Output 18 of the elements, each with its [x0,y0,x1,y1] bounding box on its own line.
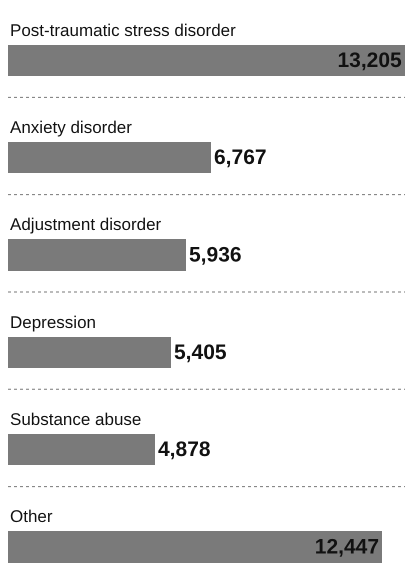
data-label: 5,405 [174,341,227,364]
bar [8,239,186,271]
data-label: 5,936 [189,244,242,266]
data-label: 13,205 [337,49,402,72]
y-tick-label: Adjustment disorder [10,215,162,234]
y-tick-label: Substance abuse [10,410,142,429]
bar [8,337,171,368]
bar [8,45,405,76]
data-label: 4,878 [158,438,211,461]
bar [8,531,382,563]
y-tick-label: Other [10,507,53,526]
y-tick-label: Depression [10,313,96,332]
y-tick-label: Anxiety disorder [10,118,132,137]
bar [8,142,211,173]
data-label: 12,447 [314,536,379,558]
bar [8,434,155,465]
data-label: 6,767 [214,146,267,169]
y-tick-label: Post-traumatic stress disorder [10,21,236,40]
